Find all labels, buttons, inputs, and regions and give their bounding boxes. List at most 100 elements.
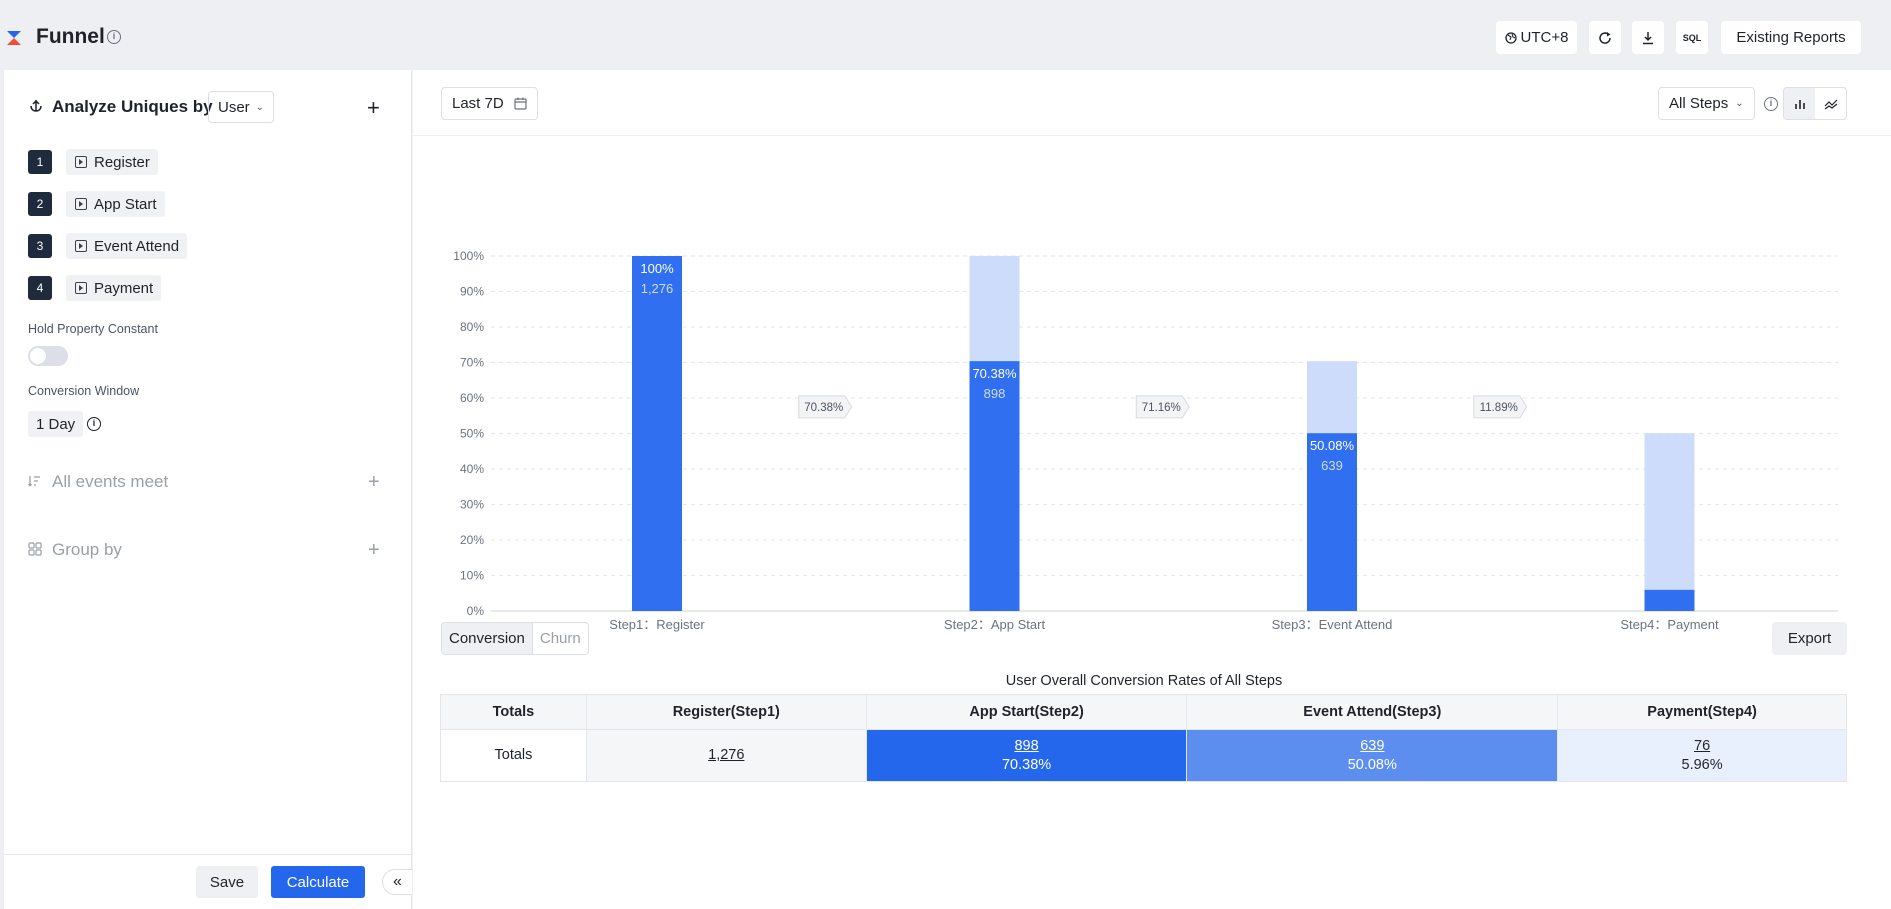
table-cell-step4: 76 5.96% bbox=[1557, 729, 1847, 782]
table-row: Totals 1,276 898 70.38% 639 50.08% 76 5.… bbox=[440, 729, 1847, 782]
bar-count-label: 898 bbox=[984, 386, 1006, 401]
step-conversion-label: 70.38% bbox=[804, 402, 843, 414]
column-header: App Start(Step2) bbox=[865, 694, 1188, 730]
step-number: 3 bbox=[28, 234, 52, 258]
tab-conversion[interactable]: Conversion bbox=[442, 623, 533, 654]
export-button[interactable]: Export bbox=[1772, 622, 1847, 655]
y-tick-label: 30% bbox=[460, 498, 484, 512]
event-icon bbox=[75, 156, 87, 168]
line-chart-icon bbox=[1824, 99, 1837, 109]
cell-value-link[interactable]: 898 bbox=[1014, 737, 1039, 754]
cell-value-link[interactable]: 639 bbox=[1360, 737, 1385, 754]
globe-icon bbox=[1504, 31, 1517, 44]
cell-value-link[interactable]: 1,276 bbox=[708, 747, 745, 763]
step-conversion-badge bbox=[1473, 395, 1528, 419]
step-event-chip[interactable]: Event Attend bbox=[66, 233, 188, 259]
cell-rate: 50.08% bbox=[1347, 756, 1397, 773]
conversion-window-value[interactable]: 1 Day bbox=[28, 411, 84, 437]
line-chart-view-button[interactable] bbox=[1815, 88, 1846, 119]
funnel-step-4[interactable]: 4 Payment bbox=[28, 275, 162, 301]
existing-reports-button[interactable]: Existing Reports bbox=[1721, 21, 1861, 54]
column-header: Event Attend(Step3) bbox=[1186, 694, 1559, 730]
column-header: Payment(Step4) bbox=[1557, 694, 1847, 730]
step-label: App Start bbox=[94, 195, 157, 213]
step-conversion-label: 71.16% bbox=[1142, 402, 1181, 414]
add-step-button[interactable]: + bbox=[367, 95, 380, 120]
column-header: Register(Step1) bbox=[585, 694, 867, 730]
chevron-down-icon: ⌄ bbox=[255, 101, 265, 113]
funnel-chart: 0% 10% 20% 30% 40% 50% 60% 70% 80% 90% 100% 100% 1,2… bbox=[453, 249, 1838, 632]
timezone-button[interactable]: UTC+8 bbox=[1496, 21, 1577, 54]
sql-label: SQL bbox=[1682, 32, 1702, 43]
bar-chart-view-button[interactable] bbox=[1784, 88, 1815, 119]
step-event-chip[interactable]: Payment bbox=[66, 275, 162, 301]
step-number: 2 bbox=[28, 192, 52, 216]
analyze-by-select[interactable]: User ⌄ bbox=[208, 91, 274, 123]
y-tick-label: 60% bbox=[460, 391, 484, 405]
y-tick-label: 100% bbox=[453, 249, 484, 263]
step-conversion-badge bbox=[798, 395, 853, 419]
date-range-label: Last 7D bbox=[452, 95, 504, 112]
info-icon[interactable]: i bbox=[87, 417, 101, 431]
group-by-icon bbox=[28, 542, 42, 556]
funnel-step-3[interactable]: 3 Event Attend bbox=[28, 233, 188, 259]
step-event-chip[interactable]: Register bbox=[66, 149, 158, 175]
hold-property-toggle[interactable] bbox=[28, 346, 68, 366]
filter-icon bbox=[28, 476, 40, 487]
steps-select-value: All Steps bbox=[1669, 95, 1729, 112]
calculate-button[interactable]: Calculate bbox=[271, 866, 365, 898]
funnel-step-2[interactable]: 2 App Start bbox=[28, 191, 165, 217]
conversion-table: Totals Register(Step1) App Start(Step2) … bbox=[440, 694, 1847, 782]
refresh-icon bbox=[1599, 31, 1611, 44]
step-conversion-label: 11.89% bbox=[1480, 402, 1518, 414]
x-tick-label: Step1：Register bbox=[609, 617, 705, 632]
column-header: Totals bbox=[440, 694, 587, 730]
step-label: Register bbox=[94, 153, 150, 171]
conversion-window-label: Conversion Window bbox=[28, 384, 140, 398]
cell-rate: 5.96% bbox=[1681, 756, 1723, 773]
toolbar-divider bbox=[413, 135, 1891, 136]
hold-property-label: Hold Property Constant bbox=[28, 322, 158, 336]
calendar-icon bbox=[514, 97, 527, 110]
step-number: 4 bbox=[28, 276, 52, 300]
save-button[interactable]: Save bbox=[196, 866, 258, 898]
cell-value-link[interactable]: 76 bbox=[1694, 737, 1711, 754]
y-tick-label: 40% bbox=[460, 462, 484, 476]
step-event-chip[interactable]: App Start bbox=[66, 191, 165, 217]
steps-select[interactable]: All Steps ⌄ bbox=[1658, 87, 1755, 120]
step-number: 1 bbox=[28, 150, 52, 174]
x-tick-label: Step2：App Start bbox=[944, 617, 1046, 632]
download-button[interactable] bbox=[1632, 21, 1664, 54]
info-icon[interactable]: i bbox=[1764, 97, 1778, 111]
bar-count-label: 1,276 bbox=[641, 281, 674, 296]
step-bar bbox=[632, 256, 682, 611]
y-tick-label: 0% bbox=[467, 604, 485, 618]
step-bar bbox=[1644, 589, 1695, 611]
y-tick-label: 90% bbox=[460, 285, 484, 299]
result-tabs: Conversion Churn bbox=[441, 622, 589, 655]
group-by-label: Group by bbox=[52, 540, 122, 559]
info-icon[interactable]: i bbox=[107, 30, 121, 44]
add-group-by-button[interactable]: + bbox=[368, 539, 380, 561]
y-tick-label: 50% bbox=[460, 427, 484, 441]
refresh-button[interactable] bbox=[1589, 21, 1621, 54]
y-tick-label: 10% bbox=[460, 569, 484, 583]
date-range-picker[interactable]: Last 7D bbox=[441, 87, 538, 120]
event-icon bbox=[75, 282, 87, 294]
collapse-panel-button[interactable]: « bbox=[382, 869, 412, 895]
bar-count-label: 639 bbox=[1321, 458, 1343, 473]
all-events-meet-label: All events meet bbox=[52, 472, 169, 491]
add-filter-button[interactable]: + bbox=[368, 471, 380, 493]
sql-button[interactable]: SQL bbox=[1676, 21, 1708, 54]
chart-view-toggle bbox=[1783, 87, 1847, 120]
x-tick-label: Step4：Payment bbox=[1620, 617, 1719, 632]
event-icon bbox=[75, 198, 87, 210]
tab-churn[interactable]: Churn bbox=[539, 630, 581, 647]
download-icon bbox=[1643, 31, 1653, 44]
funnel-step-1[interactable]: 1 Register bbox=[28, 149, 158, 175]
y-tick-label: 80% bbox=[460, 320, 484, 334]
main-panel: Last 7D All Steps ⌄ i 0% 10% 20% 30% 40% 50% 6… bbox=[413, 70, 1891, 909]
table-header-row: Totals Register(Step1) App Start(Step2) … bbox=[440, 694, 1847, 730]
funnel-logo-icon bbox=[7, 31, 21, 45]
top-bar: Funnel i UTC+8 SQL Existing Reports bbox=[0, 0, 1891, 70]
